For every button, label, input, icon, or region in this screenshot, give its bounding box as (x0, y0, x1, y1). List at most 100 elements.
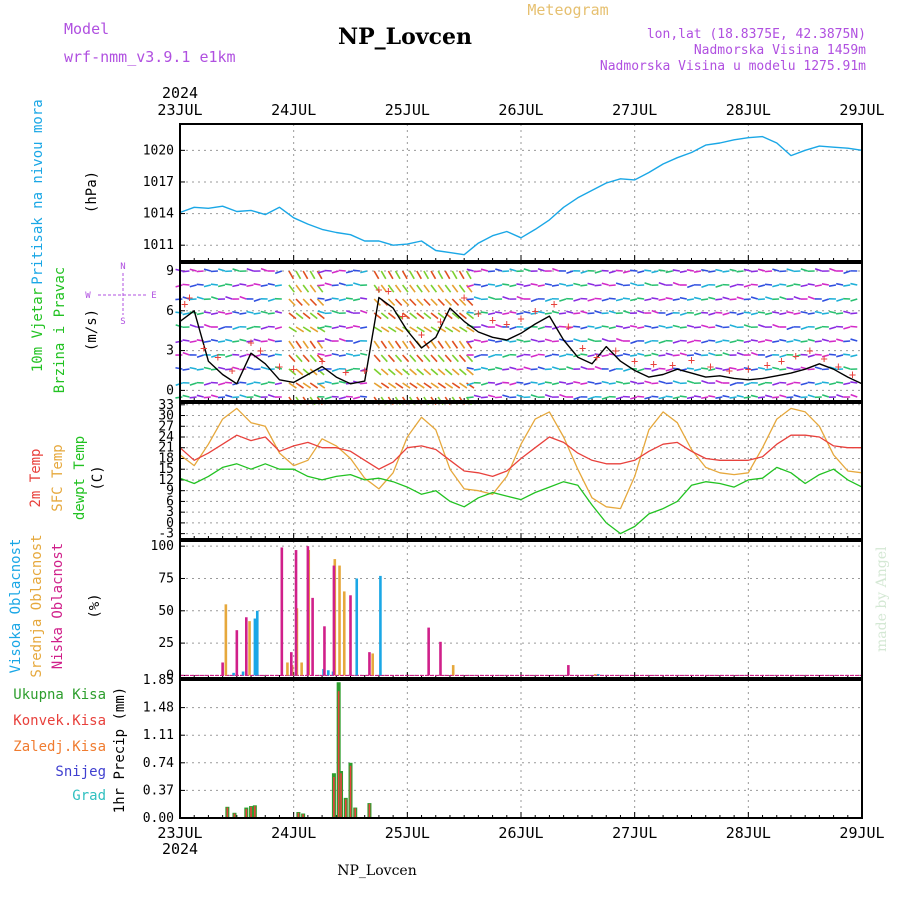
wind-barb (481, 397, 488, 398)
wind-gust-marker: + (612, 344, 619, 358)
wind-barb (808, 382, 815, 383)
wind-barb (715, 368, 722, 369)
wind-barb (843, 341, 850, 342)
clouds-tick-label: 25 (158, 636, 174, 651)
wind-barb (474, 284, 481, 285)
wind-barb (339, 355, 346, 356)
wind-barb (808, 284, 815, 285)
wind-gust-marker: + (200, 341, 207, 355)
wind-barb (332, 383, 339, 384)
wind-barb (197, 284, 204, 285)
mid-cloud-label: Srednja Oblacnost (29, 534, 45, 677)
wind-barb (552, 341, 559, 342)
wind-gust-marker: + (318, 354, 325, 368)
wind-gust-marker: + (517, 312, 524, 326)
wind-barb (339, 270, 346, 271)
wind-barb (850, 326, 857, 327)
wind-barb (850, 382, 857, 383)
product-title: Meteogram (527, 1, 608, 19)
wind-barb (552, 354, 559, 355)
wind-barb (467, 397, 474, 398)
wind-barb (765, 271, 772, 272)
wind-barb (275, 285, 282, 286)
wind-barb (204, 397, 211, 398)
low-cloud-bar (439, 642, 442, 676)
wind-barb (346, 298, 353, 299)
wind-barb (765, 284, 772, 285)
wind-barb (268, 313, 275, 314)
wind-barb (758, 312, 765, 313)
wind-barb (211, 284, 218, 285)
wind-barb (658, 368, 665, 369)
wind-gust-marker: + (565, 320, 572, 334)
high-cloud-bar (254, 619, 257, 676)
wind-barb (225, 284, 232, 285)
mid-cloud-bar (286, 662, 289, 675)
wind-barb (353, 355, 360, 356)
wind-barb (722, 271, 729, 272)
conv-precip-bar (340, 773, 342, 818)
wind-gust-marker: + (418, 328, 425, 342)
wind-barb (332, 285, 339, 286)
wind-barb (730, 397, 737, 398)
wind-label-1: 10m Vjetar (30, 288, 46, 372)
wind-barb (474, 271, 481, 272)
precip-tick-label: 1.11 (143, 728, 174, 743)
wind-barb (793, 284, 800, 285)
wind-barb (225, 382, 232, 383)
wind-barb (623, 383, 630, 384)
wind-barb (580, 285, 587, 286)
footer-station: NP_Lovcen (337, 863, 416, 879)
wind-gust-marker: + (579, 341, 586, 355)
wind-gust-marker: + (792, 349, 799, 363)
date-label-top: 25JUL (385, 101, 430, 119)
wind-barb (651, 298, 658, 299)
model-elevation-text: Nadmorska Visina u modelu 1275.91m (600, 59, 866, 74)
wind-barb (694, 327, 701, 328)
wind-barb (744, 299, 751, 300)
wind-barb (531, 284, 538, 285)
date-label-top: 28JUL (726, 101, 771, 119)
wind-barb (318, 383, 325, 384)
wind-barb (694, 396, 701, 397)
wind-barb (673, 355, 680, 356)
high-cloud-bar (242, 672, 245, 676)
wind-barb (737, 271, 744, 272)
wind-barb (538, 341, 545, 342)
wind-barb (317, 285, 324, 286)
wind-gust-marker: + (820, 352, 827, 366)
wind-gust-marker: + (593, 350, 600, 364)
high-cloud-bar (256, 611, 259, 676)
hail-label: Grad (72, 788, 106, 804)
year-label-bottom: 2024 (162, 840, 198, 858)
wind-gust-marker: + (849, 367, 856, 381)
wind-gust-marker: + (228, 363, 235, 377)
wind-barb (332, 298, 339, 299)
wind-barb (566, 285, 573, 286)
wind-barb (360, 327, 367, 328)
wind-barb (552, 285, 559, 286)
wind-barb (630, 326, 637, 327)
wind-barb (602, 326, 609, 327)
wind-barb (190, 397, 197, 398)
wind-barb (495, 341, 502, 342)
wind-gust-marker: + (247, 336, 254, 350)
wind-barb (822, 313, 829, 314)
mid-cloud-bar (452, 665, 455, 675)
wind-barb (666, 327, 673, 328)
wind-gust-marker: + (835, 360, 842, 374)
wind-gust-marker: + (778, 354, 785, 368)
wind-barb (708, 271, 715, 272)
wind-barb (758, 397, 765, 398)
elevation-text: Nadmorska Visina 1459m (694, 43, 866, 58)
wind-barb (829, 341, 836, 342)
wind-barb (772, 397, 779, 398)
wind-barb (317, 298, 324, 299)
wind-barb (666, 396, 673, 397)
wind-barb (637, 383, 644, 384)
total-precip-label: Ukupna Kisa (13, 687, 106, 703)
wind-gust-marker: + (290, 362, 297, 376)
high-cloud-bar (379, 576, 382, 676)
wind-barb (360, 298, 367, 299)
wind-barb (609, 285, 616, 286)
